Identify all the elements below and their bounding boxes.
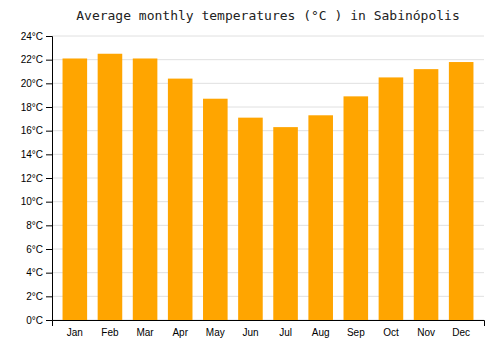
tick: Nov [417,327,435,338]
title: Average monthly temperatures (°C ) in Sa… [76,8,460,23]
bar [168,79,193,320]
tick-label: 4°C [26,267,43,278]
tick: 10°C [21,196,52,207]
bar [273,127,298,320]
tick-label: 0°C [26,315,43,326]
tick: 4°C [26,267,52,278]
tick-mark [46,296,52,297]
tick-mark [46,320,52,321]
tick-label: Jul [279,327,292,338]
bar [414,69,439,320]
tick: Oct [383,327,399,338]
tick: 18°C [21,102,52,113]
tick-label: 22°C [21,54,43,65]
bar [133,58,158,320]
tick: 22°C [21,54,52,65]
tick: Feb [101,327,119,338]
tick-label: Jun [242,327,258,338]
tick: Apr [172,327,188,338]
tick: Jul [279,327,292,338]
tick-label: 14°C [21,149,43,160]
tick: Aug [312,327,330,338]
tick-label: Sep [347,327,365,338]
bar [308,115,333,320]
y-axis: 0°C 2°C 4°C 6°C 8°C 10°C 12°C 14°C 16°C 18°C 20°C 2… [21,31,53,326]
plot-area: 0°C 2°C 4°C 6°C 8°C 10°C 12°C 14°C 16°C 18°C 20°C 2… [21,31,485,338]
tick: 14°C [21,149,52,160]
tick-label: Dec [452,327,470,338]
tick-mark [46,60,52,61]
grid-line [52,36,484,37]
tick: May [206,327,225,338]
tick: Mar [136,327,154,338]
tick-label: Apr [172,327,188,338]
tick: 8°C [26,220,52,231]
tick: 12°C [21,173,52,184]
tick-mark [46,107,52,108]
tick: 2°C [26,291,52,302]
tick-label: May [206,327,225,338]
x-axis: Jan Feb Mar Apr May Jun Jul Aug Sep Oct Nov Dec [53,321,485,339]
tick-label: 16°C [21,125,43,136]
tick-mark [46,154,52,155]
tick: Dec [452,327,470,338]
axis-line [53,321,485,327]
tick-label: Feb [101,327,119,338]
tick-mark [46,202,52,203]
tick-mark [46,225,52,226]
tick-mark [46,273,52,274]
bar [238,118,263,320]
tick-mark [46,83,52,84]
tick-label: 24°C [21,31,43,42]
tick: Jun [242,327,258,338]
tick-label: Mar [136,327,154,338]
tick-label: Aug [312,327,330,338]
bar [98,54,123,320]
tick-label: Nov [417,327,435,338]
chart: 0°C 2°C 4°C 6°C 8°C 10°C 12°C 14°C 16°C 18°C 20°C 2… [0,0,500,350]
tick-label: 18°C [21,102,43,113]
bar [449,62,474,320]
bars [63,54,474,320]
tick-label: Jan [67,327,83,338]
tick-label: 12°C [21,173,43,184]
tick: 16°C [21,125,52,136]
bar [63,58,88,320]
tick: Jan [67,327,83,338]
tick-label: 20°C [21,78,43,89]
tick: 0°C [26,315,52,326]
tick-label: 8°C [26,220,43,231]
grid [52,36,484,320]
bar [344,96,369,320]
axis-line [46,37,53,321]
tick-label: 6°C [26,244,43,255]
tick-label: 10°C [21,196,43,207]
tick: Sep [347,327,365,338]
tick-mark [46,131,52,132]
tick: 20°C [21,78,52,89]
tick: 6°C [26,244,52,255]
bar [379,77,404,320]
tick-mark [46,249,52,250]
bar [203,99,228,320]
tick-mark [46,178,52,179]
tick-mark [46,36,52,37]
tick-label: Oct [383,327,399,338]
tick: 24°C [21,31,52,42]
tick-label: 2°C [26,291,43,302]
